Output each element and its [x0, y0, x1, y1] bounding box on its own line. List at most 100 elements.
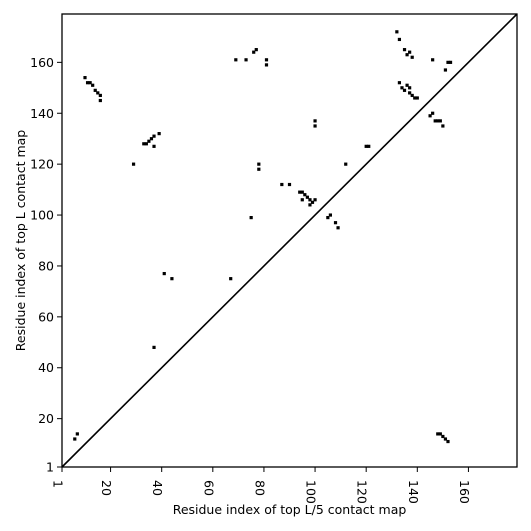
contact-point [93, 88, 97, 92]
contact-point [428, 114, 432, 118]
contact-point [300, 198, 304, 202]
contact-point [408, 91, 412, 95]
contact-point [367, 144, 371, 148]
y-tick-label: 60 [38, 309, 54, 324]
contact-point [310, 200, 315, 204]
contact-point [298, 190, 302, 194]
contact-point [400, 86, 404, 90]
plot-area [61, 13, 518, 468]
x-tick-label: 100 [304, 480, 319, 504]
contact-point [308, 203, 312, 207]
contact-point [249, 215, 253, 220]
contact-point [336, 226, 340, 230]
contact-point [326, 215, 330, 220]
diagonal-line [61, 13, 518, 468]
contact-point [313, 124, 317, 128]
contact-point [287, 182, 292, 187]
contact-point [402, 88, 407, 92]
contact-point [75, 432, 79, 436]
y-tick-label: 80 [38, 258, 54, 273]
y-tick-label: 140 [30, 106, 54, 121]
plot-frame [61, 13, 518, 468]
y-tick-label: 160 [30, 55, 54, 70]
contact-point [413, 96, 417, 100]
contact-point [448, 60, 453, 64]
contact-point [303, 193, 307, 197]
contact-point [149, 137, 154, 141]
contact-point [405, 53, 409, 57]
contact-point [234, 58, 238, 62]
contact-point [431, 58, 435, 62]
contact-point [308, 198, 312, 202]
contact-point [264, 58, 269, 62]
contact-point [252, 50, 256, 54]
y-tick-label: 120 [30, 157, 54, 172]
contact-point [257, 162, 261, 166]
contact-point [408, 86, 412, 90]
contact-point [431, 111, 435, 115]
contact-point [313, 119, 317, 123]
y-tick-label: 20 [38, 411, 54, 426]
contact-point [73, 437, 77, 441]
x-tick-label: 80 [252, 480, 267, 496]
contact-point [244, 58, 248, 62]
contact-point [257, 167, 261, 171]
contact-point [443, 437, 448, 441]
contact-point [96, 91, 100, 95]
x-tick-label: 60 [201, 480, 216, 496]
contact-point [410, 55, 414, 59]
contact-point [441, 124, 445, 128]
contact-point [152, 144, 156, 148]
contact-point [157, 132, 161, 136]
contact-point [364, 144, 368, 148]
contact-point [280, 182, 284, 187]
contact-point [436, 119, 440, 123]
contact-point [162, 271, 166, 276]
y-tick-label: 1 [46, 460, 54, 475]
contact-point [397, 81, 402, 85]
contact-point [131, 162, 136, 166]
contact-point [333, 221, 338, 225]
contact-point [91, 83, 95, 87]
contact-point [441, 434, 445, 439]
y-tick-label: 40 [38, 360, 54, 375]
contact-point [438, 119, 442, 123]
x-tick-label: 40 [150, 480, 165, 496]
contact-point [395, 30, 399, 34]
contact-point [300, 190, 304, 194]
contact-point [410, 93, 414, 98]
contact-point [98, 93, 102, 98]
axis-ticks: 1 20 40 60 80 100 120 140 1601204060801001201401… [30, 55, 472, 504]
contact-point [436, 432, 440, 436]
x-tick-label: 120 [355, 480, 370, 504]
x-tick-label: 20 [99, 480, 114, 496]
y-tick-label: 100 [30, 208, 54, 223]
contact-point [443, 68, 448, 72]
contact-point [344, 162, 348, 166]
contact-point [446, 60, 450, 64]
contact-point [98, 98, 102, 103]
contact-point [305, 195, 309, 199]
contact-point [446, 439, 450, 444]
contact-point [438, 432, 442, 436]
x-axis-label: Residue index of top L/5 contact map [173, 502, 407, 517]
contact-point [402, 48, 407, 52]
contact-point [405, 83, 409, 87]
contact-point [415, 96, 419, 100]
contact-point [152, 134, 156, 138]
contact-point [313, 198, 317, 202]
contact-point [85, 81, 90, 85]
x-tick-label: 1 [51, 480, 66, 488]
contact-point [147, 139, 151, 143]
contact-point [264, 63, 269, 67]
contact-point [83, 76, 87, 80]
contact-point [144, 142, 148, 146]
contact-point [152, 345, 156, 349]
contact-point [433, 119, 437, 123]
contact-point [254, 48, 258, 52]
contact-point [397, 37, 402, 42]
contact-point [170, 277, 174, 281]
contact-point [142, 142, 146, 146]
x-tick-label: 160 [457, 480, 472, 504]
contact-point [328, 213, 332, 217]
